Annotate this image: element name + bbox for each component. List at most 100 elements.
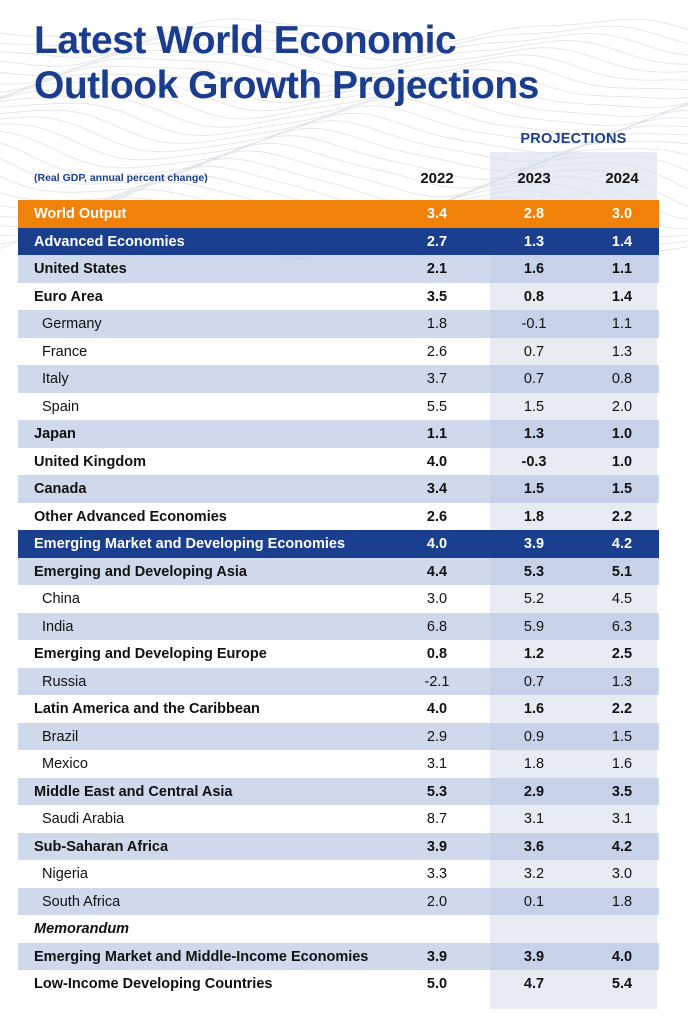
table-row: Emerging Market and Developing Economies… bbox=[18, 530, 659, 558]
projections-label: PROJECTIONS bbox=[520, 131, 627, 147]
table-row: Sub-Saharan Africa 3.9 3.6 4.2 bbox=[18, 832, 659, 860]
table-row: Latin America and the Caribbean 4.0 1.6 2.2 bbox=[18, 695, 659, 723]
row-label: Mexico bbox=[42, 756, 88, 772]
value-2022: 2.7 bbox=[426, 233, 448, 250]
table-row: Saudi Arabia 8.7 3.1 3.1 bbox=[18, 805, 659, 833]
page-title-line-1: Latest World Economic bbox=[34, 19, 457, 62]
table-row: World Output 3.4 2.8 3.0 bbox=[18, 200, 659, 228]
value-2022: 3.4 bbox=[426, 206, 448, 222]
table-row: United States 2.1 1.6 1.1 bbox=[18, 255, 659, 283]
row-label: Low-Income Developing Countries bbox=[34, 976, 273, 992]
row-label: India bbox=[42, 618, 74, 635]
row-label: Spain bbox=[42, 398, 80, 415]
value-2022: 2.6 bbox=[426, 343, 448, 360]
value-2024: 2.2 bbox=[611, 701, 633, 717]
row-label: Emerging Market and Middle-Income Econom… bbox=[34, 948, 369, 965]
value-2023: 0.1 bbox=[523, 893, 545, 910]
value-2023: 3.9 bbox=[523, 536, 545, 552]
row-label: Advanced Economies bbox=[34, 233, 185, 250]
table-row: Italy 3.7 0.7 0.8 bbox=[18, 365, 659, 393]
value-2022: 5.3 bbox=[426, 783, 448, 800]
value-2023: 0.7 bbox=[523, 673, 545, 690]
value-2022: 2.0 bbox=[426, 893, 448, 910]
value-2023: 0.7 bbox=[523, 343, 545, 360]
value-2024: 5.4 bbox=[611, 976, 633, 992]
value-2023: 0.7 bbox=[523, 371, 545, 387]
row-label: Euro Area bbox=[34, 288, 103, 305]
wave-line bbox=[0, 32, 688, 61]
value-2022: 5.5 bbox=[426, 398, 448, 415]
row-label: Canada bbox=[34, 481, 87, 497]
wave-line bbox=[0, 25, 688, 52]
row-label: Other Advanced Economies bbox=[34, 508, 227, 525]
wave-line bbox=[0, 54, 688, 87]
table-row: Mexico 3.1 1.8 1.6 bbox=[18, 750, 659, 778]
value-2024: 5.1 bbox=[611, 563, 633, 580]
value-2022: 6.8 bbox=[426, 618, 448, 635]
value-2024: 4.2 bbox=[611, 536, 633, 552]
row-label: France bbox=[42, 343, 88, 360]
value-2024: 0.8 bbox=[611, 371, 633, 387]
value-2023: 1.3 bbox=[523, 426, 545, 442]
table-row: Nigeria 3.3 3.2 3.0 bbox=[18, 860, 659, 888]
table-row: Advanced Economies 2.7 1.3 1.4 bbox=[18, 227, 659, 255]
table-row: Other Advanced Economies 2.6 1.8 2.2 bbox=[18, 503, 659, 531]
table-row: China 3.0 5.2 4.5 bbox=[18, 585, 659, 613]
row-label: Japan bbox=[34, 426, 76, 442]
row-label: Emerging Market and Developing Economies bbox=[34, 536, 346, 552]
value-2024: 1.6 bbox=[611, 756, 633, 772]
value-2024: 1.5 bbox=[611, 728, 633, 745]
row-label: United States bbox=[34, 261, 127, 277]
row-label: South Africa bbox=[42, 893, 121, 910]
value-2022: 8.7 bbox=[426, 811, 448, 827]
table-row: Japan 1.1 1.3 1.0 bbox=[18, 420, 659, 448]
table-row: France 2.6 0.7 1.3 bbox=[18, 338, 659, 366]
table-row: Canada 3.4 1.5 1.5 bbox=[18, 475, 659, 503]
row-label: Italy bbox=[42, 371, 69, 387]
value-2023: 2.8 bbox=[523, 206, 545, 222]
table-row: Germany 1.8 -0.1 1.1 bbox=[18, 310, 659, 338]
value-2023: 5.2 bbox=[523, 591, 545, 607]
value-2023: 3.2 bbox=[523, 866, 545, 882]
wave-line bbox=[0, 40, 688, 70]
table-header: (Real GDP, annual percent change) 2022 2… bbox=[18, 166, 659, 192]
value-2022: 4.0 bbox=[426, 701, 448, 717]
value-2023: -0.3 bbox=[521, 453, 547, 470]
value-2024: 1.0 bbox=[611, 426, 633, 442]
projections-table: World Output 3.4 2.8 3.0 Advanced Economies 2… bbox=[18, 200, 659, 998]
value-2023: 1.6 bbox=[523, 261, 545, 277]
wave-line bbox=[0, 61, 688, 95]
value-2023: 1.3 bbox=[523, 233, 545, 250]
year-header-2024: 2024 bbox=[605, 170, 639, 187]
value-2024: 1.3 bbox=[611, 343, 633, 360]
row-label: Nigeria bbox=[42, 866, 88, 882]
value-2023: 1.5 bbox=[523, 481, 545, 497]
value-2024: 2.5 bbox=[611, 646, 633, 662]
value-2024: 4.2 bbox=[611, 838, 633, 855]
value-2024: 2.2 bbox=[611, 508, 633, 525]
row-label: China bbox=[42, 591, 80, 607]
value-2024: 3.1 bbox=[611, 811, 633, 827]
wave-line bbox=[0, 83, 688, 120]
value-2023: 4.7 bbox=[523, 976, 545, 992]
row-label: Emerging and Developing Asia bbox=[34, 563, 247, 580]
value-2023: 1.8 bbox=[523, 508, 545, 525]
value-2023: 1.5 bbox=[523, 398, 545, 415]
value-2023: 3.9 bbox=[523, 948, 545, 965]
page-title: Latest World Economic Outlook Growth Pro… bbox=[34, 18, 674, 108]
row-label: United Kingdom bbox=[34, 453, 146, 470]
value-2022: 4.0 bbox=[426, 453, 448, 470]
value-2024: 1.1 bbox=[611, 316, 633, 332]
wave-line bbox=[0, 135, 688, 180]
wave-line bbox=[0, 120, 688, 162]
value-2022: 0.8 bbox=[426, 646, 448, 662]
value-2023: 1.6 bbox=[523, 701, 545, 717]
row-label: Emerging and Developing Europe bbox=[34, 646, 267, 662]
value-2023: 2.9 bbox=[523, 783, 545, 800]
value-2022: 5.0 bbox=[426, 976, 448, 992]
table-row: United Kingdom 4.0 -0.3 1.0 bbox=[18, 448, 659, 476]
value-2022: 3.9 bbox=[426, 948, 448, 965]
value-2023: 5.3 bbox=[523, 563, 545, 580]
value-2022: 1.1 bbox=[426, 426, 448, 442]
table-row: Low-Income Developing Countries 5.0 4.7 5.4 bbox=[18, 970, 659, 998]
